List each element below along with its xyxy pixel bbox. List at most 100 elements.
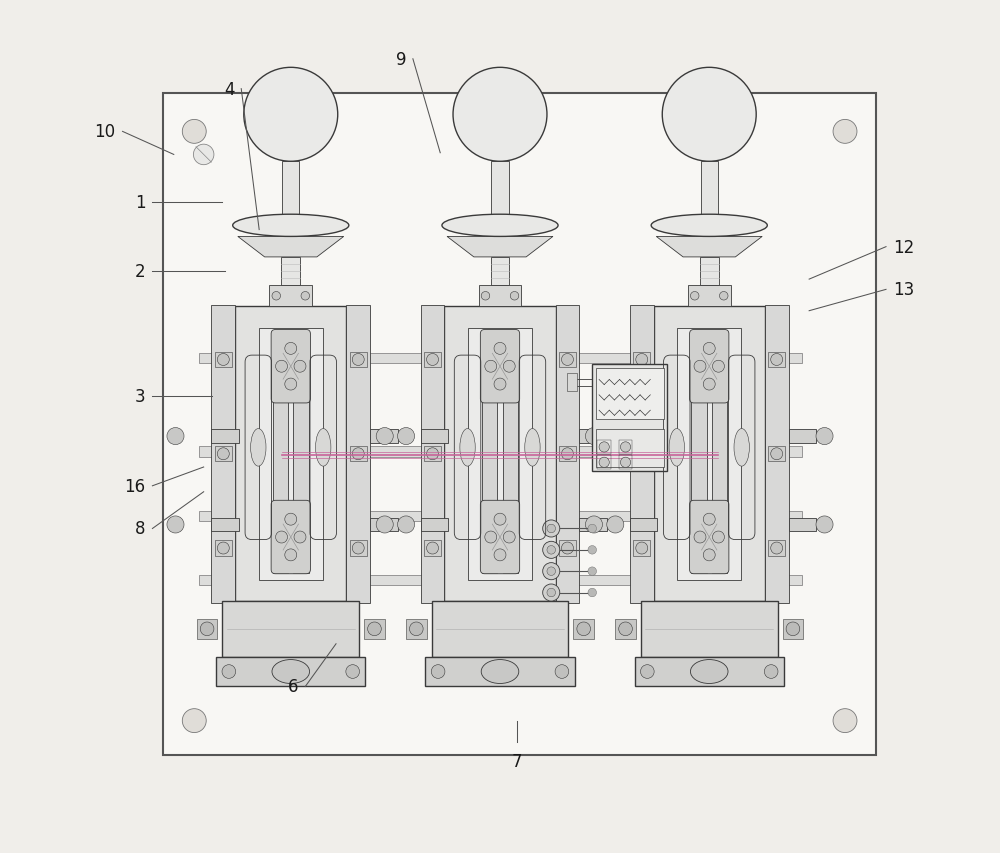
Bar [421, 430, 448, 444]
Bar [556, 305, 579, 603]
Bar [768, 541, 785, 556]
Circle shape [607, 516, 624, 533]
Bar [768, 352, 785, 368]
Polygon shape [447, 237, 553, 258]
Circle shape [585, 428, 602, 445]
Circle shape [200, 623, 214, 635]
Bar [468, 328, 532, 580]
Circle shape [833, 120, 857, 144]
Bar [277, 218, 304, 236]
Circle shape [427, 449, 439, 461]
Text: 9: 9 [396, 50, 406, 69]
Circle shape [182, 120, 206, 144]
Bar [199, 511, 802, 521]
FancyBboxPatch shape [271, 330, 310, 403]
Ellipse shape [272, 660, 310, 684]
FancyBboxPatch shape [480, 330, 520, 403]
Circle shape [453, 68, 547, 162]
Bar [712, 335, 727, 573]
Circle shape [301, 292, 310, 300]
Bar [406, 619, 427, 640]
Circle shape [588, 546, 597, 554]
Bar [421, 305, 444, 603]
Circle shape [285, 514, 297, 525]
Circle shape [294, 531, 306, 543]
FancyBboxPatch shape [690, 501, 729, 574]
Circle shape [494, 549, 506, 561]
Bar [559, 352, 576, 368]
Ellipse shape [734, 429, 749, 467]
Ellipse shape [669, 429, 684, 467]
Circle shape [494, 379, 506, 391]
Circle shape [599, 442, 609, 452]
Bar [479, 286, 521, 307]
Bar [491, 258, 509, 286]
Text: 1: 1 [135, 194, 146, 212]
Bar [486, 218, 514, 236]
Bar [222, 601, 359, 657]
Bar [701, 162, 718, 218]
FancyBboxPatch shape [690, 330, 729, 403]
Bar [677, 328, 741, 580]
Bar [211, 518, 239, 531]
Bar [567, 374, 577, 392]
Bar [503, 335, 518, 573]
Circle shape [786, 623, 800, 635]
Bar [783, 619, 803, 640]
Text: 12: 12 [893, 238, 914, 257]
Bar [491, 162, 509, 218]
Circle shape [494, 343, 506, 355]
Circle shape [694, 361, 706, 373]
Circle shape [703, 379, 715, 391]
Circle shape [833, 709, 857, 733]
Bar [282, 162, 299, 218]
Circle shape [636, 543, 648, 554]
Circle shape [636, 449, 648, 461]
Circle shape [547, 589, 556, 597]
Bar [211, 430, 239, 444]
Circle shape [607, 428, 624, 445]
Text: 3: 3 [135, 387, 146, 406]
Ellipse shape [651, 215, 767, 237]
Text: 2: 2 [135, 262, 146, 281]
Circle shape [543, 584, 560, 601]
Ellipse shape [251, 429, 266, 467]
Bar [370, 430, 398, 444]
Circle shape [431, 665, 445, 679]
Bar [215, 541, 232, 556]
Circle shape [285, 343, 297, 355]
Bar [281, 258, 300, 286]
Circle shape [620, 442, 631, 452]
Text: 8: 8 [135, 519, 146, 538]
Bar [444, 307, 556, 601]
Bar [630, 518, 657, 531]
Bar [700, 258, 719, 286]
Circle shape [285, 379, 297, 391]
Bar [199, 575, 802, 585]
Bar [654, 307, 765, 601]
Bar [633, 352, 650, 368]
Ellipse shape [481, 660, 519, 684]
Circle shape [561, 543, 573, 554]
Circle shape [662, 68, 756, 162]
Bar [691, 335, 707, 573]
Circle shape [167, 428, 184, 445]
Bar [597, 456, 611, 469]
Circle shape [217, 354, 229, 366]
Circle shape [712, 361, 724, 373]
Circle shape [368, 623, 381, 635]
Circle shape [376, 516, 393, 533]
FancyBboxPatch shape [480, 501, 520, 574]
Bar [696, 218, 723, 236]
Circle shape [771, 449, 783, 461]
Circle shape [346, 665, 360, 679]
Circle shape [182, 709, 206, 733]
Circle shape [771, 354, 783, 366]
Bar [596, 430, 664, 467]
Circle shape [588, 567, 597, 576]
Circle shape [494, 514, 506, 525]
Bar [765, 305, 789, 603]
Bar [197, 619, 217, 640]
Ellipse shape [442, 215, 558, 237]
Circle shape [272, 292, 281, 300]
